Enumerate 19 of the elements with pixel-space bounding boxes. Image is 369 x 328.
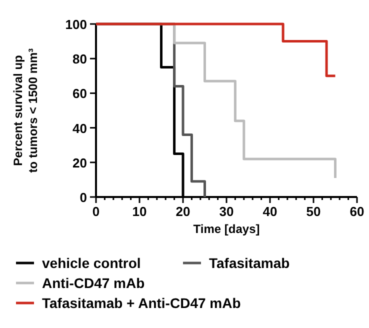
y-tick-label: 80 [72, 52, 87, 67]
y-tick-label: 60 [72, 86, 87, 102]
x-tick-label: 20 [176, 204, 190, 219]
y-axis-title: Percent survival up to tumors < 1500 mm³ [11, 48, 40, 173]
x-tick-label: 60 [350, 204, 364, 219]
y-tick-label: 100 [65, 17, 87, 32]
x-tick-label: 50 [306, 204, 321, 219]
legend-label: vehicle control [42, 255, 141, 271]
x-tick-label: 40 [262, 204, 278, 219]
x-tick-label: 30 [219, 204, 234, 219]
x-tick-label: 0 [92, 204, 100, 219]
y-tick-label: 40 [72, 120, 87, 136]
legend-label: Tafasitamab [209, 255, 290, 271]
legend-label: Tafasitamab + Anti-CD47 mAb [42, 295, 241, 311]
x-axis-title: Time [days] [193, 222, 260, 236]
y-tick-label: 0 [80, 190, 87, 205]
y-tick-label: 20 [72, 155, 87, 170]
x-tick-label: 10 [132, 204, 147, 219]
legend-label: Anti-CD47 mAb [42, 275, 145, 291]
